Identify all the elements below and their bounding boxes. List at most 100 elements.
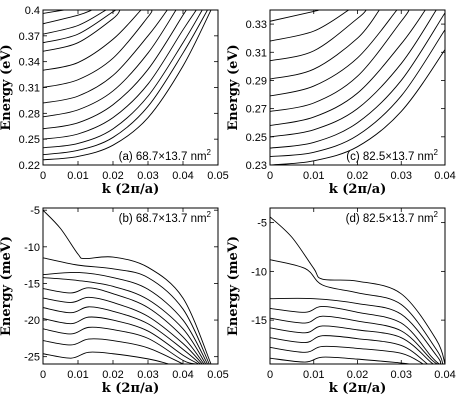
series-line xyxy=(43,10,153,88)
x-tick-label: 0.04 xyxy=(172,170,193,182)
series-line xyxy=(43,10,177,118)
y-tick-label: -25 xyxy=(24,352,40,364)
y-tick-label: 0.25 xyxy=(19,134,40,146)
series-line xyxy=(43,10,208,156)
panel-annotation: (d) 82.5×13.7 nm2 xyxy=(346,210,439,225)
series-line xyxy=(43,10,93,25)
series-line xyxy=(270,306,440,364)
series-line xyxy=(43,338,184,364)
y-tick-label: -5 xyxy=(257,218,267,230)
y-tick-label: 0.29 xyxy=(246,75,267,87)
x-tick-label: 0.03 xyxy=(391,170,412,182)
x-tick-label: 0.04 xyxy=(434,170,455,182)
y-tick-label: -10 xyxy=(251,266,267,278)
series-line xyxy=(270,216,445,364)
series-line xyxy=(43,10,65,14)
x-tick-label: 0.01 xyxy=(67,369,88,381)
y-tick-label: 0.27 xyxy=(246,104,267,116)
series-line xyxy=(270,10,437,138)
y-tick-label: 0.25 xyxy=(246,132,267,144)
x-tick-label: 0.01 xyxy=(303,369,324,381)
y-axis-label: Energy (meV) xyxy=(0,236,14,336)
y-tick-label: -15 xyxy=(251,315,267,327)
series-line xyxy=(270,259,444,364)
y-tick-label: -10 xyxy=(24,242,40,254)
plot-frame xyxy=(42,9,219,166)
series-line xyxy=(43,351,170,364)
series-line xyxy=(43,10,212,161)
series-line xyxy=(43,287,205,364)
x-tick-label: 0.01 xyxy=(303,170,324,182)
series-line xyxy=(43,209,212,364)
x-tick-label: 0.03 xyxy=(137,170,158,182)
series-line xyxy=(43,10,107,35)
series-line xyxy=(43,326,198,364)
y-tick-label: 0.23 xyxy=(246,160,267,172)
series-line xyxy=(270,10,320,22)
panel-d: 0 0.01 0.02 0.03 0.04 -15 -10 -5 k (2π/a) Energy … xyxy=(226,207,456,396)
x-tick-label: 0 xyxy=(267,170,273,182)
x-tick-label: 0.05 xyxy=(207,369,228,381)
series-line xyxy=(270,48,445,165)
series-line xyxy=(270,10,410,112)
series-line xyxy=(270,28,445,157)
x-tick-label: 0.02 xyxy=(102,170,123,182)
series-line xyxy=(43,277,207,364)
series-line xyxy=(270,335,428,364)
series-line xyxy=(43,296,203,364)
x-tick-label: 0.04 xyxy=(434,369,455,381)
y-tick-label: 0.34 xyxy=(19,57,40,69)
series-line xyxy=(270,356,411,364)
y-tick-label: -15 xyxy=(24,278,40,290)
x-axis-label: k (2π/a) xyxy=(329,381,387,396)
x-tick-label: 0.01 xyxy=(67,170,88,182)
panel-c: 0 0.01 0.02 0.03 0.04 0.23 0.25 0.27 0.29 0.31 0.3… xyxy=(226,9,456,197)
x-tick-label: 0 xyxy=(40,170,46,182)
panel-a: 0 0.01 0.02 0.03 0.04 0.05 0.22 0.25 0.28 0.31 0.3… xyxy=(0,5,229,197)
series-line xyxy=(43,10,142,71)
series-group xyxy=(43,209,212,364)
y-axis-label: Energy (eV) xyxy=(0,44,14,130)
y-tick-label: 0.33 xyxy=(246,19,267,31)
y-tick-label: 0.22 xyxy=(19,160,40,172)
series-line xyxy=(270,10,349,42)
series-line xyxy=(270,10,426,126)
plot-frame xyxy=(42,207,219,365)
series-line xyxy=(270,10,398,97)
series-line xyxy=(43,271,208,364)
series-line xyxy=(43,10,118,44)
series-line xyxy=(43,10,203,149)
x-tick-label: 0 xyxy=(267,369,273,381)
series-line xyxy=(270,10,380,80)
x-tick-label: 0.03 xyxy=(391,369,412,381)
y-tick-label: 0.28 xyxy=(19,108,40,120)
panel-b: 0 0.01 0.02 0.03 0.04 0.05 -25 -20 -15 -10 -5 k (2π… xyxy=(0,205,229,396)
y-tick-label: -20 xyxy=(24,315,40,327)
series-line xyxy=(43,257,210,364)
series-line xyxy=(270,11,445,149)
panel-annotation: (c) 82.5×13.7 nm2 xyxy=(346,148,438,163)
x-tick-label: 0 xyxy=(40,369,46,381)
series-line xyxy=(43,10,168,104)
x-tick-label: 0.02 xyxy=(102,369,123,381)
series-line xyxy=(43,306,201,364)
x-axis-label: k (2π/a) xyxy=(102,182,160,197)
panel-annotation: (a) 68.7×13.7 nm2 xyxy=(119,148,212,163)
y-axis-label: Energy (meV) xyxy=(226,236,241,336)
panel-annotation: (b) 68.7×13.7 nm2 xyxy=(119,210,212,225)
x-axis-label: k (2π/a) xyxy=(102,381,160,396)
y-tick-label: -5 xyxy=(30,205,40,217)
series-line xyxy=(43,10,197,140)
x-tick-label: 0.03 xyxy=(137,369,158,381)
y-tick-label: 0.4 xyxy=(25,5,40,17)
x-tick-label: 0.02 xyxy=(347,170,368,182)
y-tick-label: 0.31 xyxy=(246,47,267,59)
series-line xyxy=(43,10,121,52)
x-axis-label: k (2π/a) xyxy=(329,182,387,197)
x-tick-label: 0.02 xyxy=(347,369,368,381)
series-group xyxy=(270,216,445,364)
y-tick-label: 0.37 xyxy=(19,31,40,43)
series-line xyxy=(270,325,437,364)
x-tick-label: 0.05 xyxy=(207,170,228,182)
series-line xyxy=(270,297,442,364)
